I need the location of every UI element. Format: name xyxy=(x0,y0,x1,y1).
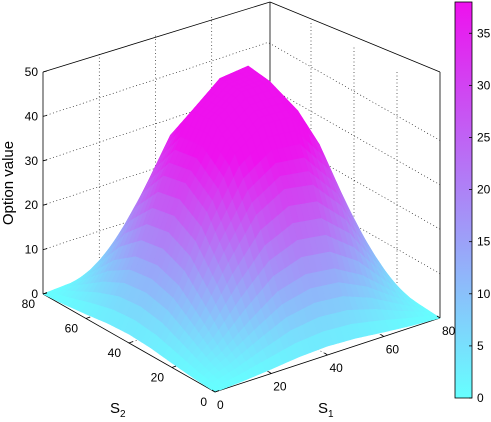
z-tick-mark xyxy=(42,70,48,73)
s2-axis-label: S2 xyxy=(110,400,126,420)
z-tick-mark xyxy=(42,159,48,162)
s1-axis-label-sub: 1 xyxy=(328,409,334,420)
colorbar-tick-label: 25 xyxy=(477,130,491,144)
z-tick-label: 20 xyxy=(25,198,39,212)
z-axis-label: Option value xyxy=(0,141,17,225)
s1-tick-mark xyxy=(436,315,441,319)
colorbar-ticks: 0 5 10 15 20 25 30 35 xyxy=(469,26,491,405)
surface xyxy=(42,65,441,393)
s2-tick-mark xyxy=(85,316,91,319)
colorbar-tick-label: 5 xyxy=(477,339,484,353)
s1-tick-mark xyxy=(324,352,328,356)
z-tick-label: 50 xyxy=(25,65,39,79)
s1-tick-mark xyxy=(211,389,216,393)
s1-axis-label-main: S xyxy=(318,400,328,417)
colorbar-tick-label: 15 xyxy=(477,235,491,249)
s2-tick-label: 80 xyxy=(22,297,36,311)
s1-tick-label: 80 xyxy=(442,324,456,338)
s2-tick-label: 40 xyxy=(108,346,122,360)
colorbar-tick-label: 0 xyxy=(477,391,484,405)
z-tick-mark xyxy=(42,248,48,250)
s2-tick-mark xyxy=(42,292,48,295)
s2-axis-label-main: S xyxy=(110,400,120,417)
colorbar-tick-label: 30 xyxy=(477,78,491,92)
colorbar: 0 5 10 15 20 25 30 35 xyxy=(454,1,491,405)
colorbar-tick-label: 10 xyxy=(477,287,491,301)
s2-tick-mark xyxy=(128,341,134,344)
s1-tick-mark xyxy=(268,371,272,374)
z-tick-label: 0 xyxy=(31,287,38,301)
s2-tick-mark xyxy=(171,365,177,368)
s2-tick-label: 20 xyxy=(151,371,165,385)
colorbar-tick-label: 35 xyxy=(477,26,491,40)
s1-tick-mark xyxy=(380,334,384,337)
z-tick-label: 10 xyxy=(25,243,39,257)
s1-tick-label: 40 xyxy=(330,361,344,375)
s1-tick-label: 20 xyxy=(273,380,287,394)
s2-tick-label: 0 xyxy=(200,395,207,409)
z-tick-label: 30 xyxy=(25,154,39,168)
colorbar-tick-label: 20 xyxy=(477,183,491,197)
s1-tick-label: 60 xyxy=(386,343,400,357)
s1-axis-ticks: 0 20 40 60 80 xyxy=(211,315,456,412)
s1-tick-label: 0 xyxy=(217,398,224,412)
s1-axis-label: S1 xyxy=(318,400,334,420)
s2-axis-label-sub: 2 xyxy=(120,409,126,420)
z-axis-label-text: Option value xyxy=(0,141,17,225)
colorbar-gradient xyxy=(454,1,473,399)
s2-axis-ticks: 0 20 40 60 80 xyxy=(22,292,220,409)
z-axis-ticks: 0 10 20 30 40 50 xyxy=(25,65,48,301)
z-tick-label: 40 xyxy=(25,109,39,123)
z-tick-mark xyxy=(42,203,48,206)
s2-tick-mark xyxy=(214,390,220,393)
s2-tick-label: 60 xyxy=(65,322,79,336)
z-tick-mark xyxy=(42,115,48,117)
